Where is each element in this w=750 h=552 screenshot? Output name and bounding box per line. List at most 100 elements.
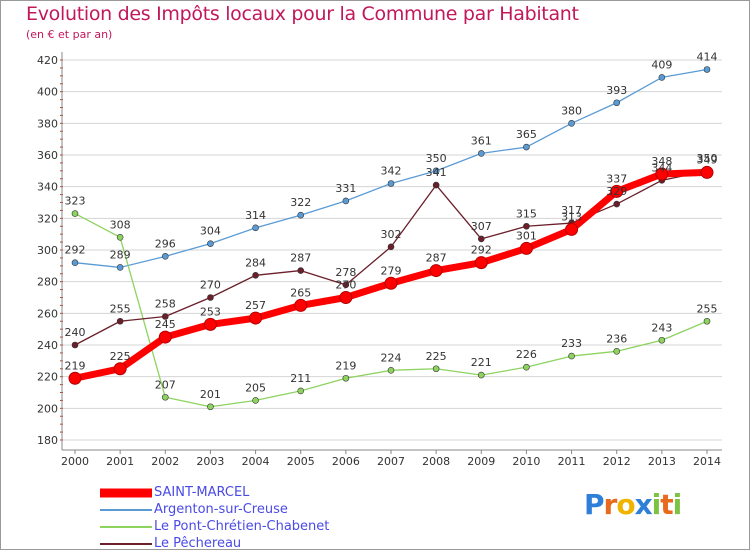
y-tick-label: 340 <box>37 181 58 194</box>
y-tick-label: 320 <box>37 212 58 225</box>
data-label-0: 348 <box>651 155 672 168</box>
data-point-2 <box>613 348 621 355</box>
data-label-3: 315 <box>516 207 537 220</box>
data-label-2: 207 <box>155 378 176 391</box>
logo-letter: P <box>584 488 605 521</box>
data-label-1: 304 <box>200 225 221 238</box>
y-tick-label: 240 <box>37 339 58 352</box>
data-label-3: 302 <box>381 228 402 241</box>
data-point-0 <box>113 362 127 376</box>
data-label-2: 323 <box>65 195 86 208</box>
data-point-1 <box>297 211 305 219</box>
data-point-3 <box>342 281 350 289</box>
data-point-0 <box>474 256 488 270</box>
y-tick-label: 380 <box>37 117 58 130</box>
logo-letter: i <box>651 488 662 521</box>
data-point-3 <box>71 341 79 349</box>
data-point-0 <box>429 264 443 278</box>
y-tick-label: 420 <box>37 54 58 67</box>
data-label-0: 292 <box>471 244 492 257</box>
data-point-0 <box>158 330 172 344</box>
data-label-1: 409 <box>651 58 672 71</box>
data-point-0 <box>68 371 82 385</box>
data-point-2 <box>477 371 485 379</box>
x-tick-label: 2007 <box>377 455 405 468</box>
data-point-1 <box>477 150 485 157</box>
data-point-1 <box>116 264 124 271</box>
data-point-0 <box>249 311 263 325</box>
data-label-0: 279 <box>381 264 402 277</box>
data-point-1 <box>252 224 259 232</box>
x-tick-label: 2011 <box>558 455 586 468</box>
data-point-2 <box>703 317 711 325</box>
y-tick-label: 260 <box>37 307 58 320</box>
chart-subtitle: (en € et par an) <box>26 28 113 41</box>
data-label-3: 329 <box>606 185 627 198</box>
data-point-2 <box>161 393 169 401</box>
data-point-2 <box>252 397 259 404</box>
data-label-3: 270 <box>200 279 221 292</box>
data-label-1: 322 <box>290 196 311 209</box>
data-label-1: 314 <box>245 209 266 222</box>
x-tick-label: 2003 <box>196 455 224 468</box>
data-label-2: 201 <box>200 388 221 401</box>
data-label-1: 380 <box>561 104 582 117</box>
logo-letter: i <box>672 488 683 521</box>
data-label-3: 344 <box>651 161 672 174</box>
data-label-1: 292 <box>65 244 86 257</box>
data-label-0: 270 <box>335 279 356 292</box>
data-label-1: 361 <box>471 134 492 147</box>
data-point-2 <box>116 234 124 241</box>
data-point-2 <box>297 387 305 395</box>
data-point-1 <box>568 120 575 127</box>
data-label-0: 301 <box>516 229 537 242</box>
data-point-0 <box>294 298 308 312</box>
data-point-3 <box>613 200 621 208</box>
data-label-1: 342 <box>381 165 402 178</box>
data-point-0 <box>700 165 714 179</box>
data-label-2: 224 <box>381 351 402 364</box>
data-label-2: 243 <box>651 321 672 334</box>
data-label-2: 236 <box>606 332 627 345</box>
y-tick-label: 200 <box>37 402 58 415</box>
data-point-2 <box>523 363 530 371</box>
legend-swatch <box>100 542 152 545</box>
legend-swatch <box>100 488 152 497</box>
data-label-0: 265 <box>290 286 311 299</box>
y-tick-label: 300 <box>37 244 58 257</box>
data-point-1 <box>613 99 621 107</box>
legend-label: Le Pont-Chrétien-Chabenet <box>154 519 330 534</box>
data-label-3: 284 <box>245 256 266 269</box>
data-point-3 <box>252 272 259 279</box>
data-label-3: 240 <box>65 326 86 339</box>
data-point-1 <box>703 66 711 73</box>
data-label-2: 308 <box>110 218 131 231</box>
data-label-2: 211 <box>290 372 311 385</box>
data-point-1 <box>523 143 530 151</box>
data-point-1 <box>161 253 169 260</box>
data-label-2: 255 <box>697 302 718 315</box>
data-label-3: 258 <box>155 298 176 311</box>
data-point-2 <box>432 365 440 373</box>
data-point-0 <box>565 222 579 236</box>
data-label-3: 307 <box>471 220 492 233</box>
data-point-3 <box>207 294 214 301</box>
data-point-3 <box>116 317 124 325</box>
logo-letter: r <box>603 488 618 521</box>
chart-title: Evolution des Impôts locaux pour la Comm… <box>26 3 579 25</box>
data-label-2: 205 <box>245 381 266 394</box>
data-point-3 <box>477 235 485 243</box>
data-point-1 <box>658 74 666 81</box>
x-tick-label: 2008 <box>422 455 450 468</box>
data-label-2: 225 <box>426 350 447 363</box>
data-label-0: 287 <box>426 252 447 265</box>
data-point-1 <box>207 240 214 247</box>
logo-letter: t <box>660 488 673 521</box>
proxiti-logo: Proxiti <box>584 488 683 521</box>
data-label-1: 393 <box>606 84 627 97</box>
data-label-2: 233 <box>561 337 582 350</box>
data-label-3: 255 <box>110 302 131 315</box>
data-point-2 <box>71 210 79 217</box>
data-label-0: 337 <box>606 172 627 185</box>
data-label-0: 349 <box>697 153 718 166</box>
